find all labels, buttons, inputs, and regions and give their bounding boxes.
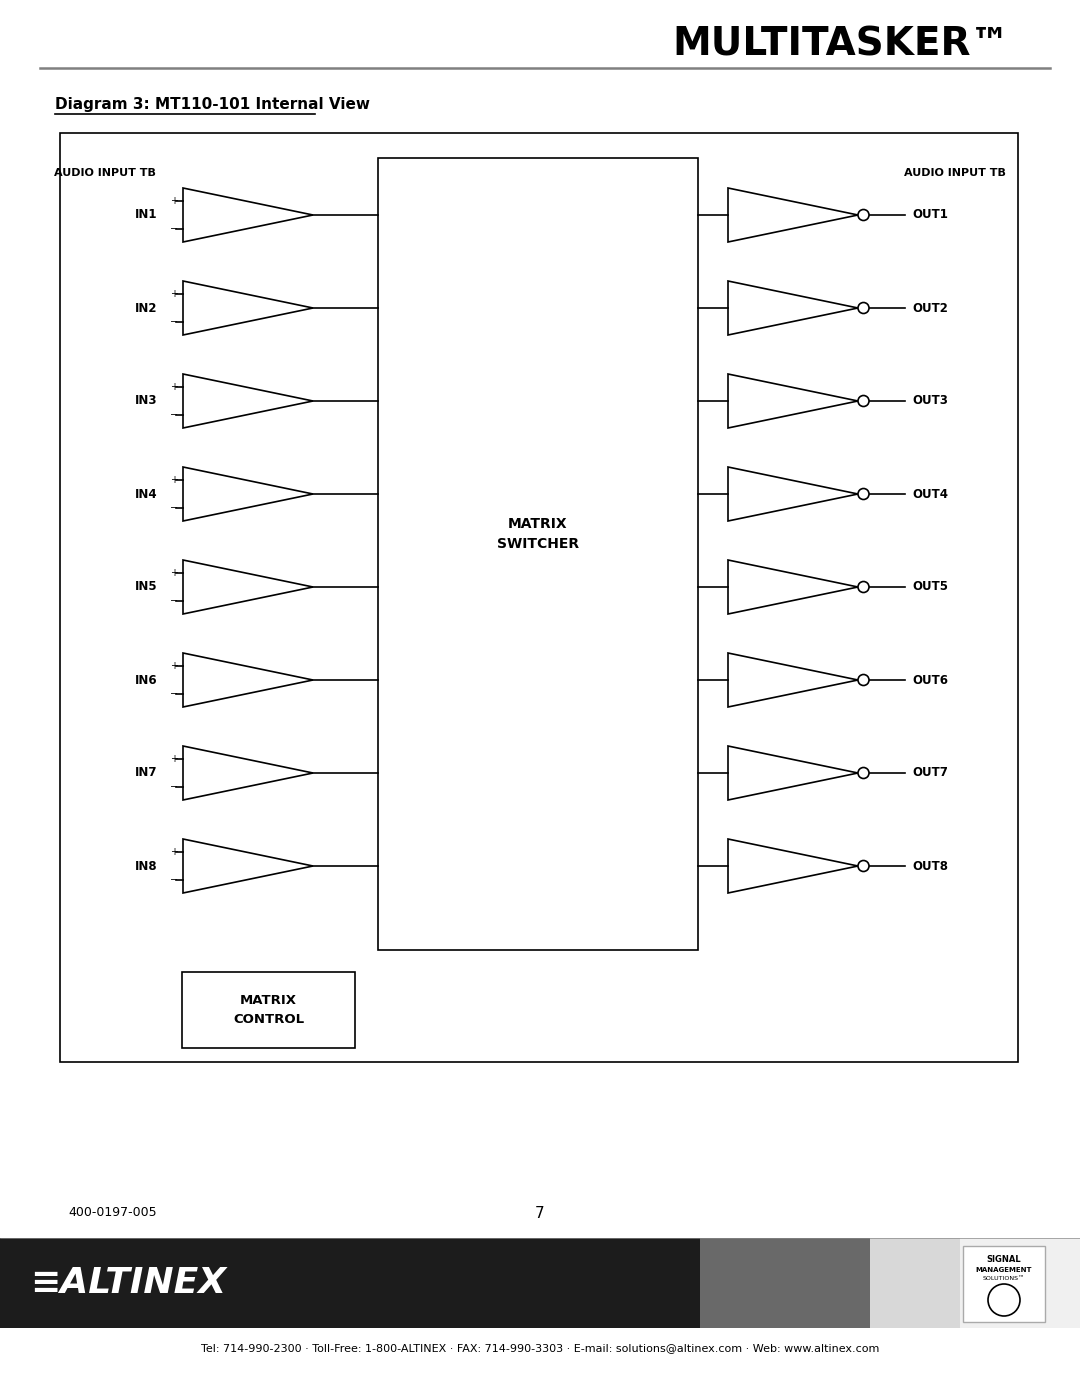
Text: OUT4: OUT4 xyxy=(912,488,948,500)
Text: OUT3: OUT3 xyxy=(912,394,948,408)
Circle shape xyxy=(858,861,869,872)
Polygon shape xyxy=(728,746,858,800)
Text: IN8: IN8 xyxy=(134,859,157,873)
Text: Tel: 714-990-2300 · Toll-Free: 1-800-ALTINEX · FAX: 714-990-3303 · E-mail: solut: Tel: 714-990-2300 · Toll-Free: 1-800-ALT… xyxy=(201,1343,879,1354)
Polygon shape xyxy=(728,652,858,707)
Circle shape xyxy=(858,303,869,313)
Text: IN2: IN2 xyxy=(135,302,157,314)
Bar xyxy=(700,1238,900,1329)
Text: −: − xyxy=(170,875,178,886)
Text: −: − xyxy=(170,409,178,420)
Polygon shape xyxy=(183,840,313,893)
Text: IN5: IN5 xyxy=(134,581,157,594)
Polygon shape xyxy=(728,189,858,242)
Text: MATRIX
CONTROL: MATRIX CONTROL xyxy=(233,995,305,1025)
Polygon shape xyxy=(728,374,858,427)
Text: +: + xyxy=(170,661,178,671)
Text: OUT8: OUT8 xyxy=(912,859,948,873)
Text: AUDIO INPUT TB: AUDIO INPUT TB xyxy=(904,168,1005,177)
Text: +: + xyxy=(170,289,178,299)
Polygon shape xyxy=(183,467,313,521)
Text: MATRIX
SWITCHER: MATRIX SWITCHER xyxy=(497,517,579,552)
Text: OUT7: OUT7 xyxy=(912,767,948,780)
Text: +: + xyxy=(170,196,178,205)
Text: IN4: IN4 xyxy=(134,488,157,500)
Polygon shape xyxy=(728,560,858,615)
Bar xyxy=(960,1238,1080,1329)
Bar xyxy=(60,133,1018,1062)
Circle shape xyxy=(858,581,869,592)
Text: AUDIO INPUT TB: AUDIO INPUT TB xyxy=(54,168,156,177)
Polygon shape xyxy=(183,746,313,800)
Text: −: − xyxy=(170,782,178,792)
Text: 400-0197-005: 400-0197-005 xyxy=(68,1207,157,1220)
Text: +: + xyxy=(170,754,178,764)
Text: Diagram 3: MT110-101 Internal View: Diagram 3: MT110-101 Internal View xyxy=(55,98,370,113)
Text: +: + xyxy=(170,475,178,485)
Circle shape xyxy=(858,395,869,407)
Bar xyxy=(0,1238,870,1329)
Text: IN3: IN3 xyxy=(135,394,157,408)
Polygon shape xyxy=(183,652,313,707)
Polygon shape xyxy=(183,560,313,615)
Text: OUT5: OUT5 xyxy=(912,581,948,594)
Text: SIGNAL: SIGNAL xyxy=(987,1256,1022,1264)
Text: OUT6: OUT6 xyxy=(912,673,948,686)
Text: +: + xyxy=(170,569,178,578)
Text: ≡ALTINEX: ≡ALTINEX xyxy=(30,1266,226,1301)
Polygon shape xyxy=(728,840,858,893)
Bar xyxy=(183,972,355,1048)
Circle shape xyxy=(858,210,869,221)
Circle shape xyxy=(858,767,869,778)
Text: −: − xyxy=(170,224,178,235)
Text: −: − xyxy=(170,689,178,698)
Polygon shape xyxy=(183,281,313,335)
Text: −: − xyxy=(170,317,178,327)
Circle shape xyxy=(858,489,869,500)
Circle shape xyxy=(858,675,869,686)
Text: +: + xyxy=(170,847,178,856)
Text: OUT2: OUT2 xyxy=(912,302,948,314)
Text: MANAGEMENT: MANAGEMENT xyxy=(975,1267,1032,1273)
Bar xyxy=(870,1238,1080,1329)
Text: −: − xyxy=(170,597,178,606)
Polygon shape xyxy=(183,374,313,427)
Text: IN1: IN1 xyxy=(135,208,157,222)
Bar xyxy=(378,158,698,950)
Text: IN6: IN6 xyxy=(134,673,157,686)
Polygon shape xyxy=(728,281,858,335)
Text: OUT1: OUT1 xyxy=(912,208,948,222)
Text: MULTITASKER™: MULTITASKER™ xyxy=(673,27,1010,64)
Text: 7: 7 xyxy=(536,1206,544,1221)
Text: +: + xyxy=(170,381,178,393)
Text: SOLUTIONS™: SOLUTIONS™ xyxy=(983,1275,1025,1281)
Text: IN7: IN7 xyxy=(135,767,157,780)
Polygon shape xyxy=(728,467,858,521)
Text: −: − xyxy=(170,503,178,513)
Polygon shape xyxy=(183,189,313,242)
Bar xyxy=(963,1246,1045,1322)
